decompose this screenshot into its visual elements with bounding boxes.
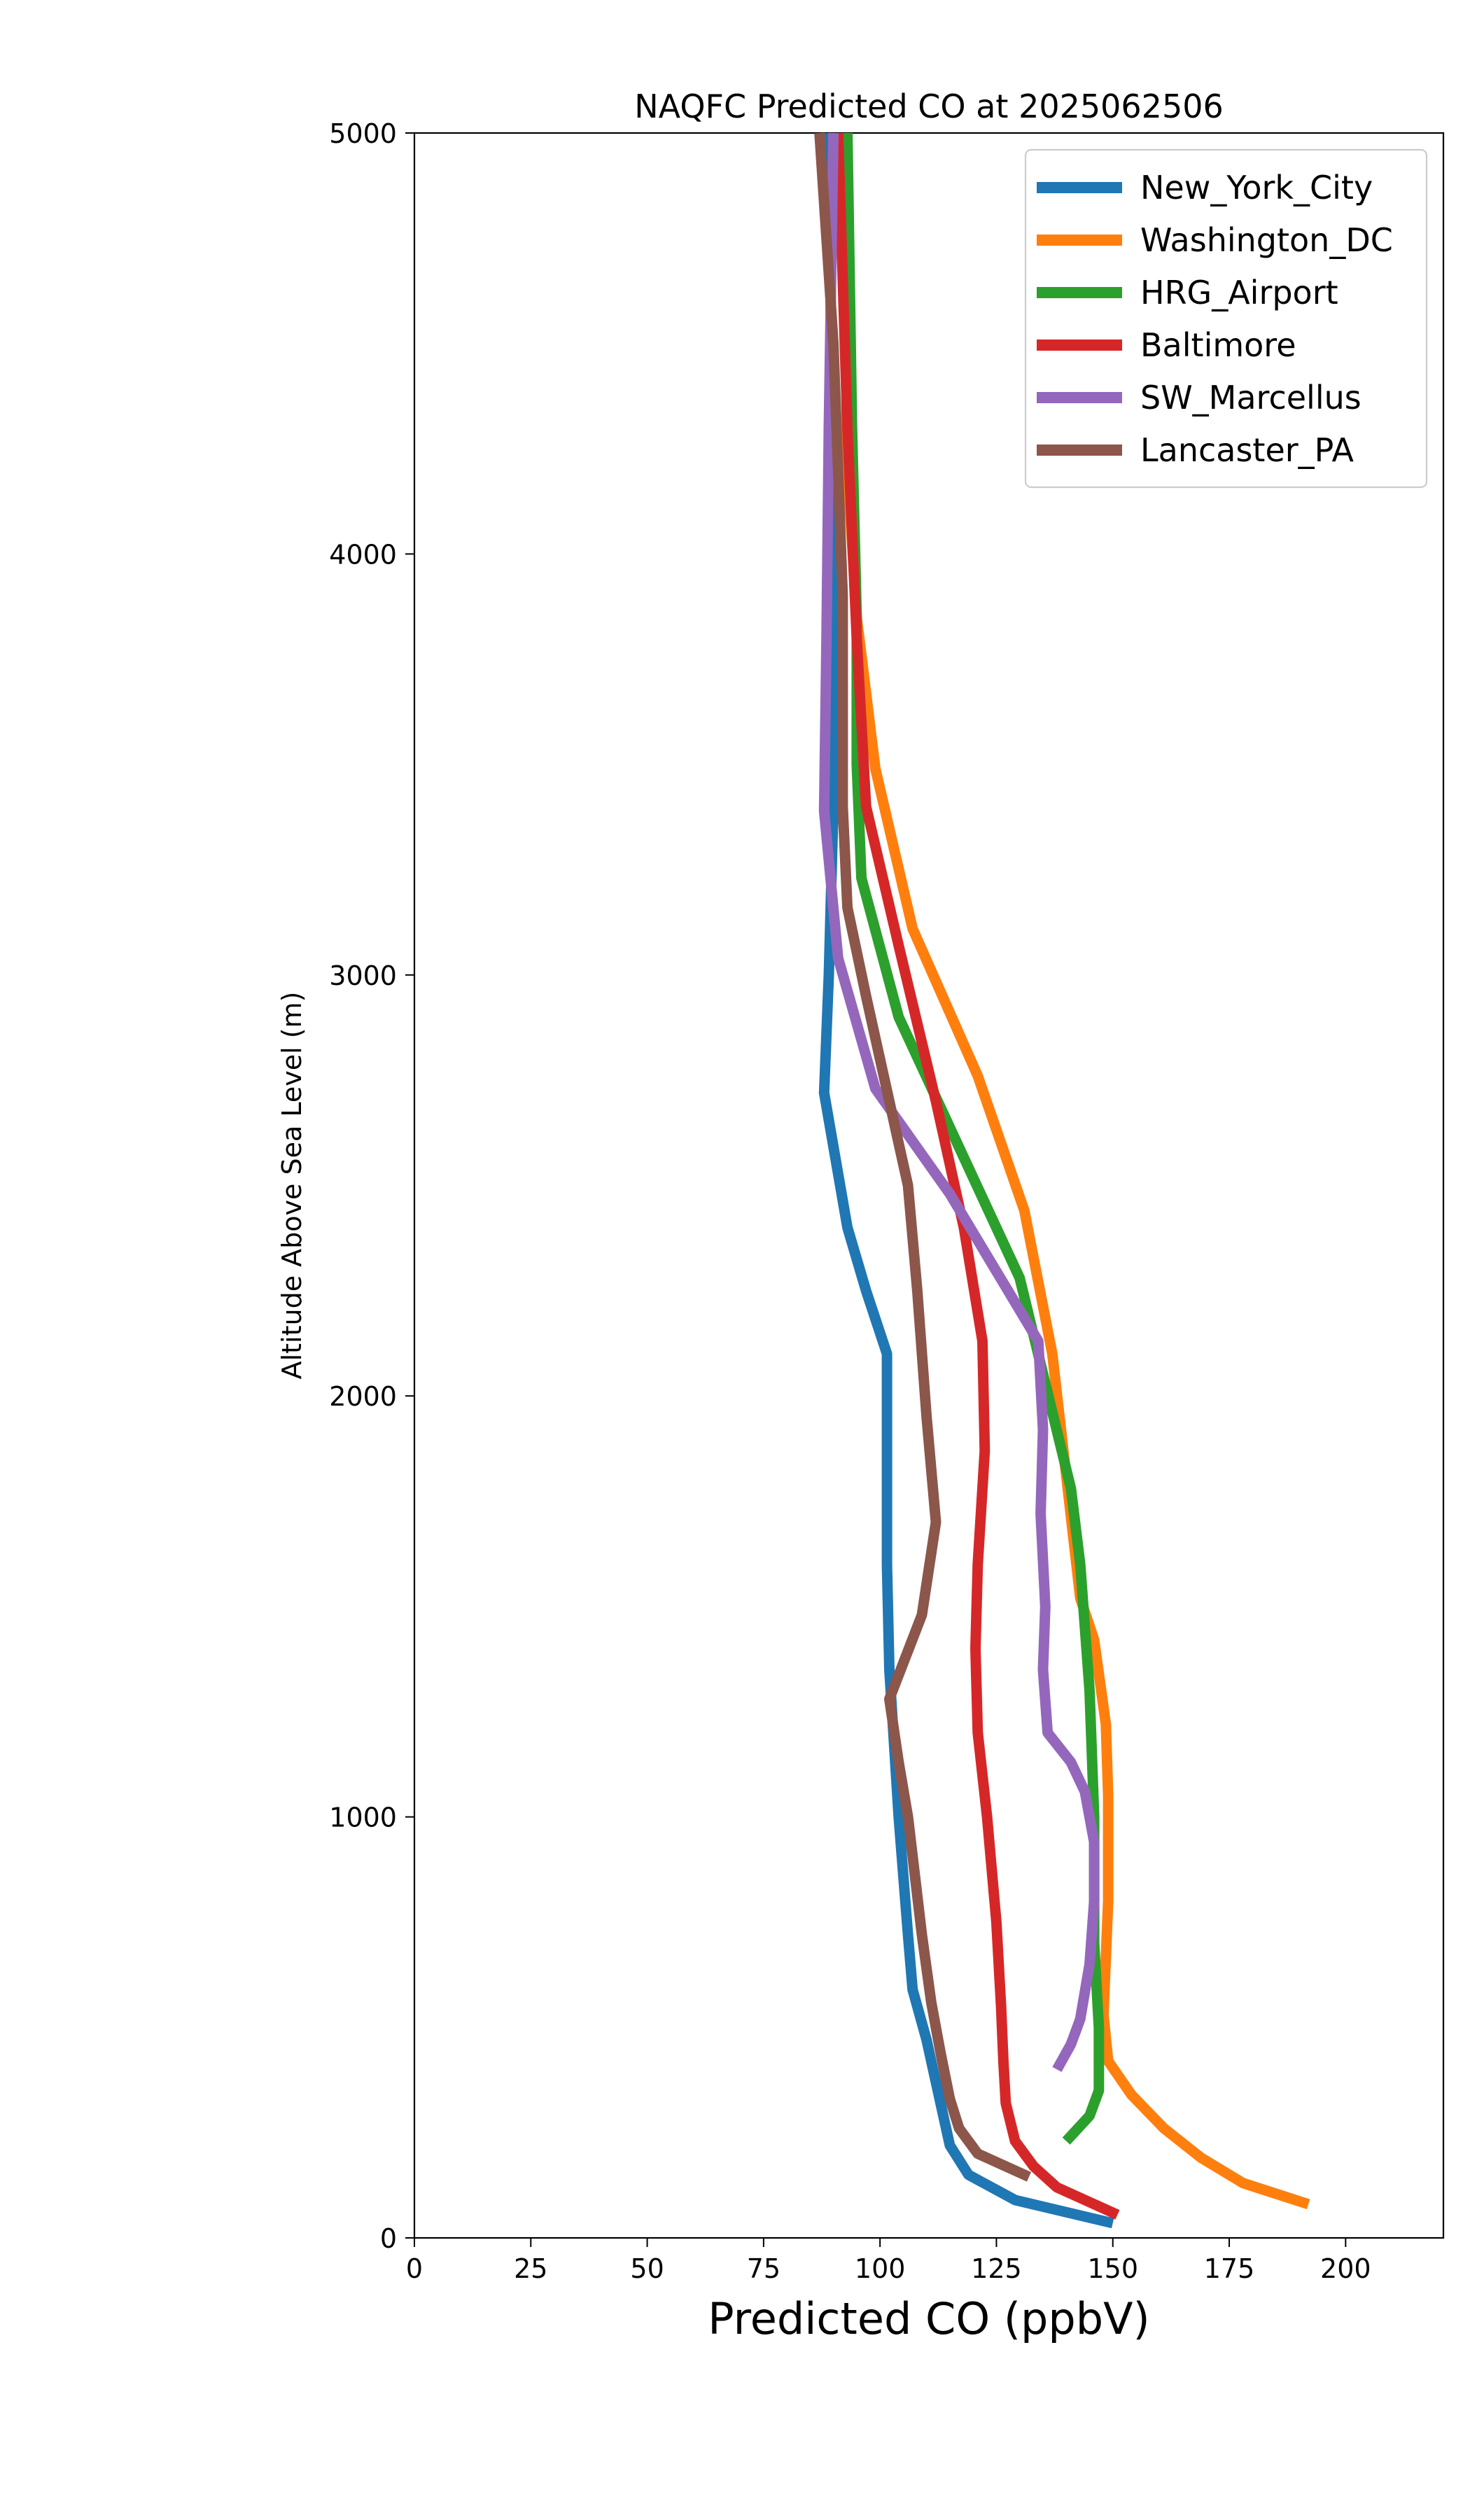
series-line-lancaster-pa bbox=[814, 132, 1032, 2182]
series-line-baltimore bbox=[832, 132, 1120, 2220]
x-tick-label: 150 bbox=[1087, 2253, 1138, 2284]
y-tick-label: 3000 bbox=[329, 960, 397, 991]
legend-label: Washington_DC bbox=[1140, 221, 1393, 259]
legend: New_York_City Washington_DC HRG_Airport Bal… bbox=[1024, 148, 1428, 489]
legend-label: New_York_City bbox=[1140, 169, 1373, 206]
legend-box bbox=[1024, 148, 1428, 489]
y-axis: 0 1000 2000 3000 4000 5000 bbox=[329, 118, 414, 2254]
y-tick-label: 5000 bbox=[329, 118, 397, 149]
x-tick-label: 100 bbox=[855, 2253, 906, 2284]
x-tick-label: 75 bbox=[747, 2253, 780, 2284]
x-tick-label: 25 bbox=[514, 2253, 547, 2284]
legend-label: HRG_Airport bbox=[1140, 274, 1338, 312]
y-tick-label: 4000 bbox=[329, 539, 397, 570]
y-tick-label: 1000 bbox=[329, 1802, 397, 1833]
legend-label: SW_Marcellus bbox=[1140, 379, 1362, 416]
series-lines bbox=[814, 132, 1310, 2229]
chart-title: NAQFC Predicted CO at 2025062506 bbox=[634, 88, 1224, 125]
y-tick-label: 0 bbox=[380, 2223, 397, 2254]
x-tick-label: 175 bbox=[1204, 2253, 1255, 2284]
x-tick-label: 0 bbox=[406, 2253, 423, 2284]
series-line-sw-marcellus bbox=[818, 132, 1100, 2073]
y-axis-label: Altitude Above Sea Level (m) bbox=[276, 992, 307, 1380]
series-line-new-york-city bbox=[818, 132, 1114, 2229]
legend-label: Baltimore bbox=[1140, 326, 1296, 364]
x-tick-label: 50 bbox=[630, 2253, 664, 2284]
plot-area bbox=[413, 132, 1445, 2239]
y-tick-label: 2000 bbox=[329, 1381, 397, 1412]
axes-frame bbox=[413, 132, 1445, 2239]
x-tick-label: 200 bbox=[1320, 2253, 1371, 2284]
series-line-washington-dc bbox=[837, 132, 1310, 2210]
x-axis: 0 25 50 75 100 125 150 175 200 bbox=[406, 2238, 1371, 2284]
legend-label: Lancaster_PA bbox=[1140, 431, 1354, 469]
x-tick-label: 125 bbox=[971, 2253, 1022, 2284]
x-axis-label: Predicted CO (ppbV) bbox=[708, 2293, 1149, 2344]
